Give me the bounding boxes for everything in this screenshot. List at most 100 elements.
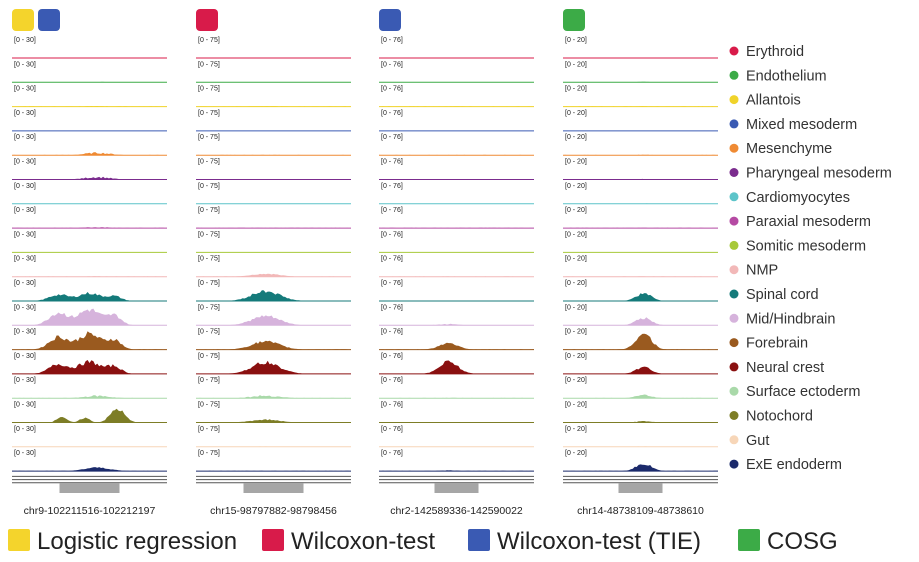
legend-item-forebrain: Forebrain: [729, 336, 808, 352]
coverage-area-surface-ectoderm: [12, 395, 167, 399]
coverage-area-surface-ectoderm: [563, 394, 718, 399]
coverage-area-mesenchyme: [12, 152, 167, 156]
legend-item-nmp: NMP: [729, 263, 778, 279]
track-nmp: [0 - 20]: [563, 256, 718, 278]
track-range-label: [0 - 30]: [14, 207, 36, 214]
coverage-area-mid-hindbrain: [379, 323, 534, 326]
legend-item-surface-ectoderm: Surface ectoderm: [729, 384, 860, 400]
track-range-label: [0 - 75]: [198, 134, 220, 141]
track-mesenchyme: [0 - 20]: [563, 134, 718, 156]
track-somitic-mesoderm: [0 - 76]: [379, 231, 534, 253]
track-range-label: [0 - 76]: [381, 86, 403, 93]
track-neural-crest: [0 - 75]: [196, 353, 351, 375]
legend-label: Somitic mesoderm: [746, 238, 866, 254]
track-spinal-cord: [0 - 75]: [196, 280, 351, 302]
coverage-area-spinal-cord: [196, 290, 351, 301]
method-swatch: [468, 529, 490, 551]
legend-dot: [729, 95, 739, 105]
track-range-label: [0 - 20]: [565, 183, 587, 190]
track-range-label: [0 - 30]: [14, 329, 36, 336]
track-range-label: [0 - 20]: [565, 426, 587, 433]
track-range-label: [0 - 76]: [381, 183, 403, 190]
track-range-label: [0 - 76]: [381, 256, 403, 263]
coverage-area-forebrain: [12, 331, 167, 350]
track-range-label: [0 - 30]: [14, 353, 36, 360]
panel-4: [0 - 20] [0 - 20] [0 - 20] [0 - 20] [0 - 20]…: [563, 9, 718, 517]
method-legend-logistic-regression: Logistic regression: [8, 528, 237, 555]
track-range-label: [0 - 76]: [381, 37, 403, 44]
region-coordinate: chr14-48738109-48738610: [577, 505, 704, 517]
track-range-label: [0 - 75]: [198, 450, 220, 457]
track-forebrain: [0 - 75]: [196, 329, 351, 351]
track-range-label: [0 - 76]: [381, 402, 403, 409]
legend-dot: [729, 192, 739, 202]
track-pharyngeal-mesoderm: [0 - 30]: [12, 159, 167, 180]
track-erythroid: [0 - 30]: [12, 37, 167, 59]
coverage-area-mid-hindbrain: [12, 308, 167, 326]
legend-item-gut: Gut: [729, 433, 769, 449]
coverage-area-spinal-cord: [12, 292, 167, 301]
track-range-label: [0 - 75]: [198, 280, 220, 287]
method-marker-wilcoxon-test-tie: [38, 9, 60, 31]
legend-item-neural-crest: Neural crest: [729, 360, 824, 376]
coverage-area-pharyngeal-mesoderm: [12, 176, 167, 180]
track-range-label: [0 - 20]: [565, 159, 587, 166]
legend-label: Surface ectoderm: [746, 384, 860, 400]
track-allantois: [0 - 75]: [196, 86, 351, 108]
legend-label: Erythroid: [746, 44, 804, 60]
track-somitic-mesoderm: [0 - 75]: [196, 231, 351, 253]
coverage-area-mid-hindbrain: [196, 315, 351, 326]
track-allantois: [0 - 76]: [379, 86, 534, 108]
track-mesenchyme: [0 - 75]: [196, 134, 351, 156]
method-label: Logistic regression: [37, 528, 237, 555]
legend-item-somitic-mesoderm: Somitic mesoderm: [729, 238, 866, 254]
track-cardiomyocytes: [0 - 20]: [563, 183, 718, 205]
method-swatch: [262, 529, 284, 551]
track-range-label: [0 - 20]: [565, 353, 587, 360]
track-range-label: [0 - 20]: [565, 329, 587, 336]
legend-dot: [729, 435, 739, 445]
track-exe-endoderm: [0 - 30]: [12, 450, 167, 472]
legend-label: Forebrain: [746, 336, 808, 352]
track-surface-ectoderm: [0 - 75]: [196, 377, 351, 399]
track-surface-ectoderm: [0 - 20]: [563, 377, 718, 399]
track-pharyngeal-mesoderm: [0 - 76]: [379, 159, 534, 180]
coverage-area-notochord: [196, 419, 351, 423]
track-range-label: [0 - 75]: [198, 110, 220, 117]
legend-dot: [729, 119, 739, 129]
method-marker-wilcoxon-test: [196, 9, 218, 31]
track-spinal-cord: [0 - 20]: [563, 280, 718, 302]
legend-label: NMP: [746, 263, 778, 279]
panel-3: [0 - 76] [0 - 76] [0 - 76] [0 - 76] [0 - 76]…: [379, 9, 534, 517]
method-legend-cosg: COSG: [738, 528, 838, 555]
track-spinal-cord: [0 - 30]: [12, 280, 167, 302]
track-endothelium: [0 - 20]: [563, 61, 718, 83]
track-range-label: [0 - 30]: [14, 402, 36, 409]
track-range-label: [0 - 30]: [14, 304, 36, 311]
track-neural-crest: [0 - 76]: [379, 353, 534, 375]
track-range-label: [0 - 30]: [14, 231, 36, 238]
legend-dot: [729, 70, 739, 80]
legend-label: Mixed mesoderm: [746, 117, 857, 133]
track-mesenchyme: [0 - 30]: [12, 134, 167, 156]
track-cardiomyocytes: [0 - 76]: [379, 183, 534, 205]
track-range-label: [0 - 76]: [381, 426, 403, 433]
legend-item-spinal-cord: Spinal cord: [729, 287, 819, 303]
method-marker-cosg: [563, 9, 585, 31]
track-range-label: [0 - 30]: [14, 377, 36, 384]
track-mixed-mesoderm: [0 - 30]: [12, 110, 167, 132]
legend-label: ExE endoderm: [746, 457, 842, 473]
track-range-label: [0 - 30]: [14, 450, 36, 457]
track-range-label: [0 - 20]: [565, 402, 587, 409]
track-gut: [0 - 76]: [379, 426, 534, 448]
legend-dot: [729, 411, 739, 420]
track-erythroid: [0 - 76]: [379, 37, 534, 59]
track-range-label: [0 - 20]: [565, 304, 587, 311]
legend-dot: [729, 338, 739, 348]
track-gut: [0 - 30]: [12, 426, 167, 448]
legend-label: Mid/Hindbrain: [746, 311, 835, 327]
track-range-label: [0 - 30]: [14, 37, 36, 44]
track-range-label: [0 - 20]: [565, 110, 587, 117]
legend-label: Notochord: [746, 409, 813, 425]
